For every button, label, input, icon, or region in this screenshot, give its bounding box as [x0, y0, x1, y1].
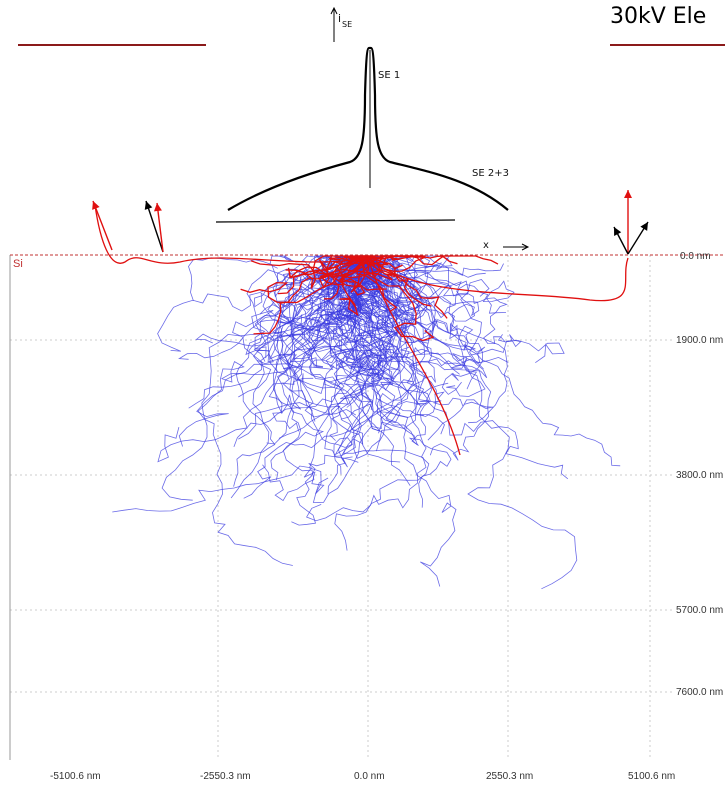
primary-trajectory: [360, 255, 457, 587]
secondary-trajectory: [367, 257, 461, 456]
material-label: Si: [13, 258, 23, 270]
inset-x-label: x: [483, 240, 489, 251]
y-tick-label: 3800.0 nm: [676, 470, 724, 481]
primary-trajectory: [278, 255, 388, 439]
primary-trajectory: [178, 255, 392, 447]
primary-trajectory: [253, 255, 373, 362]
se23-label: SE 2+3: [472, 168, 509, 179]
escape-arrowhead: [92, 201, 100, 210]
primary-trajectory: [291, 255, 380, 526]
primary-trajectory: [365, 255, 431, 446]
primary-trajectory: [350, 255, 383, 381]
escape-arrows: [92, 190, 649, 255]
primary-trajectory: [161, 255, 368, 501]
primary-trajectory: [350, 255, 411, 486]
primary-trajectory: [272, 255, 373, 432]
secondary-trajectory: [319, 255, 403, 286]
secondary-trajectory: [250, 255, 368, 275]
escape-arrow: [156, 202, 164, 253]
primary-trajectory: [359, 255, 565, 364]
primary-trajectory: [366, 255, 484, 395]
primary-trajectory: [367, 255, 488, 417]
secondary-electron-trajectories: [94, 204, 629, 456]
primary-trajectory: [306, 255, 427, 522]
title-rule-left: [18, 44, 206, 46]
primary-electron-trajectories: [112, 254, 621, 590]
escape-arrowhead: [144, 201, 153, 210]
escape-arrowhead: [640, 222, 648, 231]
inset-y-subscript: SE: [342, 20, 353, 29]
primary-trajectory: [320, 255, 399, 367]
secondary-trajectory: [324, 255, 368, 300]
primary-trajectory: [337, 255, 389, 305]
primary-trajectory: [197, 255, 369, 566]
x-tick-label: -5100.6 nm: [50, 771, 101, 782]
primary-trajectory: [320, 255, 430, 551]
y-tick-label: 0.0 nm: [680, 251, 711, 262]
inset-y-arrowhead: [330, 6, 338, 15]
primary-trajectory: [308, 255, 381, 432]
secondary-trajectory: [357, 255, 458, 266]
primary-trajectory: [262, 255, 368, 502]
primary-trajectory: [358, 255, 515, 316]
primary-trajectory: [342, 255, 413, 452]
inset-x-axis: [215, 219, 456, 223]
primary-trajectory: [254, 255, 371, 341]
escape-arrowhead: [624, 190, 632, 198]
se-profile-inset: i SE SE 1 SE 2+3 x: [210, 0, 540, 254]
primary-trajectory: [327, 255, 413, 495]
secondary-trajectory: [369, 255, 432, 307]
se-profile-curve: [227, 46, 509, 211]
primary-trajectory: [281, 255, 367, 320]
y-tick-label: 7600.0 nm: [676, 687, 724, 698]
primary-trajectory: [268, 255, 371, 480]
se-profile-graph: [215, 6, 530, 251]
x-tick-label: 5100.6 nm: [628, 771, 676, 782]
x-tick-label: 0.0 nm: [354, 771, 385, 782]
x-tick-label: 2550.3 nm: [486, 771, 534, 782]
escape-arrowhead: [614, 227, 622, 236]
x-tick-label: -2550.3 nm: [200, 771, 251, 782]
primary-trajectory: [358, 255, 578, 590]
escape-arrow: [145, 200, 164, 253]
inset-y-label: i: [338, 12, 342, 25]
slide-title: 30kV Ele: [610, 4, 707, 29]
se1-label: SE 1: [378, 70, 401, 81]
escape-arrowhead: [154, 203, 162, 212]
inset-x-arrowhead: [521, 243, 530, 251]
secondary-trajectory: [366, 255, 448, 319]
secondary-trajectory: [94, 204, 369, 264]
secondary-trajectory: [240, 255, 369, 304]
secondary-trajectory: [253, 255, 368, 335]
primary-trajectory: [157, 255, 363, 463]
secondary-trajectory: [343, 255, 369, 271]
secondary-trajectory: [285, 255, 370, 289]
secondary-trajectory: [367, 257, 629, 302]
y-tick-label: 1900.0 nm: [676, 335, 724, 346]
escape-arrow: [92, 200, 113, 251]
title-rule-right: [610, 44, 725, 46]
primary-trajectory: [333, 255, 424, 343]
y-tick-label: 5700.0 nm: [676, 605, 724, 616]
